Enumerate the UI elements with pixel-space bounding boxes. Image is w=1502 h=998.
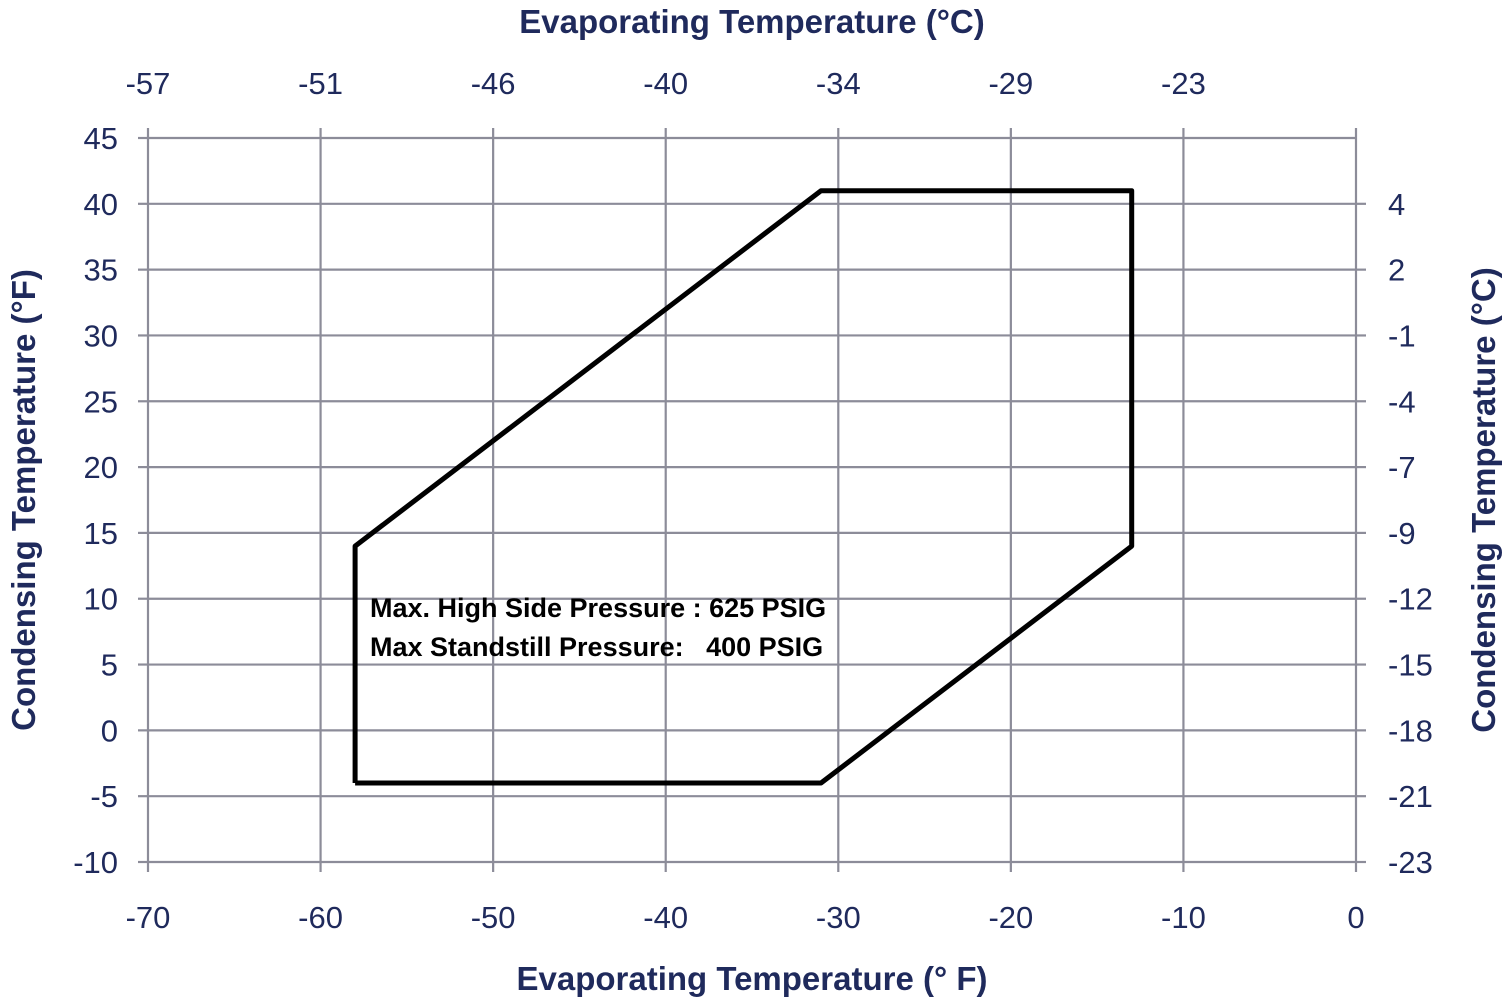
x-bottom-tick-label: 0	[1347, 900, 1364, 935]
x-bottom-tick-label: -60	[298, 900, 343, 935]
y-right-tick-label: -12	[1388, 582, 1433, 617]
x-top-tick-label: -46	[471, 66, 516, 101]
annotation-max-standstill-pressure: Max Standstill Pressure: 400 PSIG	[370, 632, 823, 662]
y-left-tick-label: 25	[84, 384, 118, 419]
y-left-axis-title: Condensing Temperature (°F)	[5, 269, 42, 731]
x-top-tick-label: -51	[298, 66, 343, 101]
envelope-line	[352, 188, 1135, 786]
y-right-tick-label: -21	[1388, 779, 1433, 814]
ticks	[138, 136, 1366, 864]
y-left-tick-label: 40	[84, 187, 118, 222]
y-left-tick-label: 5	[101, 648, 118, 683]
x-bottom-tick-label: -30	[816, 900, 861, 935]
y-right-tick-label: -9	[1388, 516, 1416, 551]
grid	[146, 128, 1358, 872]
x-bottom-axis-title: Evaporating Temperature (° F)	[517, 960, 988, 997]
y-left-tick-label: 10	[84, 582, 118, 617]
x-bottom-tick-label: -40	[643, 900, 688, 935]
x-top-tick-label: -57	[126, 66, 171, 101]
y-left-tick-label: 20	[84, 450, 118, 485]
y-left-tick-label: 15	[84, 516, 118, 551]
y-right-tick-label: -23	[1388, 845, 1433, 880]
x-bottom-tick-label: -20	[988, 900, 1033, 935]
x-top-axis-title: Evaporating Temperature (°C)	[519, 3, 985, 40]
y-left-tick-label: 0	[101, 713, 118, 748]
y-right-tick-label: 4	[1388, 187, 1405, 222]
annotation-max-high-side-pressure: Max. High Side Pressure : 625 PSIG	[370, 593, 826, 623]
y-left-tick-label: -5	[90, 779, 118, 814]
y-right-tick-label: -18	[1388, 713, 1433, 748]
x-top-tick-label: -23	[1161, 66, 1206, 101]
y-right-tick-label: -15	[1388, 648, 1433, 683]
x-bottom-tick-label: -70	[126, 900, 171, 935]
series	[352, 188, 1135, 786]
y-right-tick-label: -4	[1388, 384, 1416, 419]
y-left-tick-label: -10	[73, 845, 118, 880]
y-right-tick-label: -7	[1388, 450, 1416, 485]
x-top-tick-label: -29	[988, 66, 1033, 101]
y-left-tick-label: 35	[84, 253, 118, 288]
y-left-tick-label: 30	[84, 318, 118, 353]
y-right-axis-title: Condensing Temperature (°C)	[1465, 267, 1502, 732]
y-left-tick-label: 45	[84, 121, 118, 156]
x-top-tick-label: -40	[643, 66, 688, 101]
x-bottom-tick-label: -50	[471, 900, 516, 935]
y-right-tick-label: -1	[1388, 318, 1416, 353]
x-bottom-tick-label: -10	[1161, 900, 1206, 935]
tick-labels: -70 -60 -50 -40 -30 -20 -10 0-10-50510152025303…	[73, 66, 1433, 935]
x-top-tick-label: -34	[816, 66, 861, 101]
y-right-tick-label: 2	[1388, 253, 1405, 288]
